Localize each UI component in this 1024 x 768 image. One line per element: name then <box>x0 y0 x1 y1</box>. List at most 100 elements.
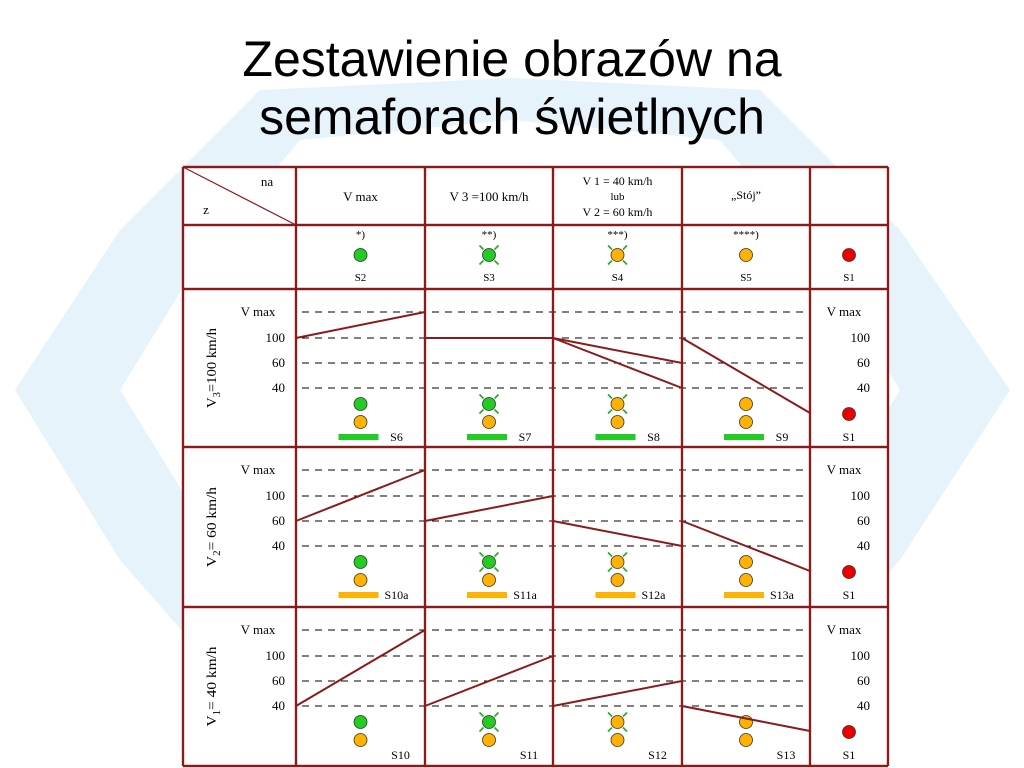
section-1-signal-S8-bar <box>595 434 636 440</box>
section-1-signal-S7-lower <box>482 415 496 429</box>
section-2-signal-S12a-upper <box>607 551 628 573</box>
section-2-signal-S11a-lower <box>482 573 496 587</box>
section-1-signal-S9-lower-lamp <box>739 415 753 429</box>
footnote-mark-1: *) <box>356 229 366 241</box>
section-2-signal-S10a-bar <box>338 592 379 598</box>
section-3-speed-right-3: 40 <box>857 698 870 713</box>
section-2-signal-S13a-code: S13a <box>770 588 795 602</box>
section-1-signal-S9-lower <box>739 415 753 429</box>
footnote-mark-3: ***) <box>607 229 628 241</box>
section-1-signal-S7-upper-ray-1 <box>493 393 500 400</box>
signal-S2-light <box>353 248 368 262</box>
section-2-signal-S13a-upper-lamp <box>739 555 753 569</box>
section-3-signal-S13-profile-0 <box>681 705 811 732</box>
section-3-signal-S10-upper <box>353 715 368 729</box>
section-1-signal-S7-code: S7 <box>519 430 532 444</box>
corner-label-bottom: z <box>203 202 209 217</box>
section-2-speed-left-3: 40 <box>272 538 285 553</box>
section-3-signal-S12-upper-ray-3 <box>622 726 628 733</box>
section-2-signal-S12a-upper-ray-3 <box>622 566 628 573</box>
signal-S3-light-ray-1 <box>493 244 500 251</box>
section-2-signal-S11a-upper-ray-2 <box>478 566 485 573</box>
section-2-signal-S11a-upper-lamp <box>482 555 496 569</box>
section-1-signal-S7-upper <box>478 393 500 415</box>
signal-S4-light-ray-3 <box>622 259 628 266</box>
section-1-speed-right-1: 100 <box>851 330 871 345</box>
section-3-label-text: V1= 40 km/h <box>205 647 223 727</box>
section-1-signal-S8-upper-ray-2 <box>607 408 613 415</box>
section-3-signal-S11-profile-0 <box>424 655 554 707</box>
section-2-signal-S11a-upper-ray-0 <box>478 551 485 558</box>
section-3-signal-S1-code: S1 <box>843 748 856 762</box>
header-or: lub <box>610 191 625 203</box>
section-3-signal-S12-upper <box>607 711 628 733</box>
section-1-signal-S1-red-lamp <box>842 407 856 421</box>
section-3-speed-left-2: 60 <box>272 673 285 688</box>
section-2-label: V2= 60 km/h <box>205 487 223 567</box>
section-1-signal-S9-bar <box>724 434 764 440</box>
section-1-signal-S7-upper-ray-2 <box>478 408 485 415</box>
section-3-speed-right-2: 60 <box>857 673 870 688</box>
section-2-speed-right-2: 60 <box>857 513 870 528</box>
signal-S4-light-ray-1 <box>622 244 628 251</box>
section-2-signal-S1-code: S1 <box>843 588 856 602</box>
section-2-speed-left-0: V max <box>241 462 276 477</box>
section-1-signal-S7-upper-ray-0 <box>478 393 485 400</box>
section-3-signal-S13-lower <box>739 733 753 747</box>
section-3-speed-right-1: 100 <box>851 648 871 663</box>
section-1-signal-S8-profile-0 <box>552 337 683 364</box>
section-1-signal-S8-upper-ray-3 <box>622 408 628 415</box>
section-1-signal-S6-lower-lamp <box>353 415 368 429</box>
section-1-speed-right-3: 40 <box>857 380 870 395</box>
section-2-signal-S12a-upper-ray-1 <box>622 551 628 558</box>
section-2-signal-S11a-code: S11a <box>513 588 537 602</box>
section-1-speed-right-2: 60 <box>857 355 870 370</box>
section-1-signal-S6-upper-lamp <box>353 397 368 411</box>
section-3-speed-left-0: V max <box>241 622 276 637</box>
section-3-signal-S11-upper-ray-3 <box>493 726 500 733</box>
section-1-signal-S9-profile-0 <box>681 337 811 414</box>
section-3-signal-S10-lower-lamp <box>353 733 368 747</box>
section-2-signal-S12a-profile-0 <box>552 520 683 547</box>
section-1-signal-S6-upper <box>353 397 368 411</box>
section-1-label: V3=100 km/h <box>205 328 223 408</box>
section-3-signal-S1-red <box>842 725 856 739</box>
section-2-signal-S10a-lower <box>353 573 368 587</box>
table-background <box>183 167 888 766</box>
section-2-signal-S10a-upper <box>353 555 368 569</box>
section-2-speed-left-2: 60 <box>272 513 285 528</box>
footnote-mark-2: **) <box>482 229 497 241</box>
section-3-signal-S11-code: S11 <box>520 748 538 762</box>
section-3-signal-S12-lower-lamp <box>610 733 625 747</box>
section-3-signal-S12-upper-ray-2 <box>607 726 613 733</box>
section-2-label-text: V2= 60 km/h <box>205 487 223 567</box>
section-2-signal-S11a-bar <box>467 592 507 598</box>
section-1-signal-S9-upper <box>739 397 753 411</box>
section-2-signal-S1-red-lamp <box>842 565 856 579</box>
section-1-signal-S1-code: S1 <box>843 430 856 444</box>
section-2-signal-S13a-upper <box>739 555 753 569</box>
section-1-signal-S8-profile-1 <box>552 337 683 389</box>
section-1-signal-S8-code: S8 <box>647 430 660 444</box>
section-1-speed-left-1: 100 <box>266 330 286 345</box>
section-2-signal-S12a-lower <box>610 573 625 587</box>
section-3-signal-S11-upper-lamp <box>482 715 496 729</box>
section-3-signal-S10-lower <box>353 733 368 747</box>
section-2-signal-S12a-upper-ray-0 <box>607 551 613 558</box>
section-1-signal-S8-upper <box>607 393 628 415</box>
section-2-signal-S10a-profile-0 <box>295 469 426 522</box>
signal-S2-light-lamp <box>353 248 368 262</box>
section-3-signal-S12-upper-lamp <box>610 715 625 729</box>
signal-S4-light-lamp <box>610 248 625 262</box>
section-2-signal-S13a-lower-lamp <box>739 573 753 587</box>
signal-S4-light <box>607 244 628 266</box>
section-1-signal-S6-bar <box>338 434 379 440</box>
section-3-speed-left-1: 100 <box>266 648 286 663</box>
section-2-signal-S1-red <box>842 565 856 579</box>
signal-S5-light <box>739 248 753 262</box>
section-1-signal-S8-upper-ray-0 <box>607 393 613 400</box>
header-v1: V 1 = 40 km/h <box>583 174 653 188</box>
section-1-signal-S8-lower-lamp <box>610 415 625 429</box>
section-2-signal-S11a-upper-ray-1 <box>493 551 500 558</box>
